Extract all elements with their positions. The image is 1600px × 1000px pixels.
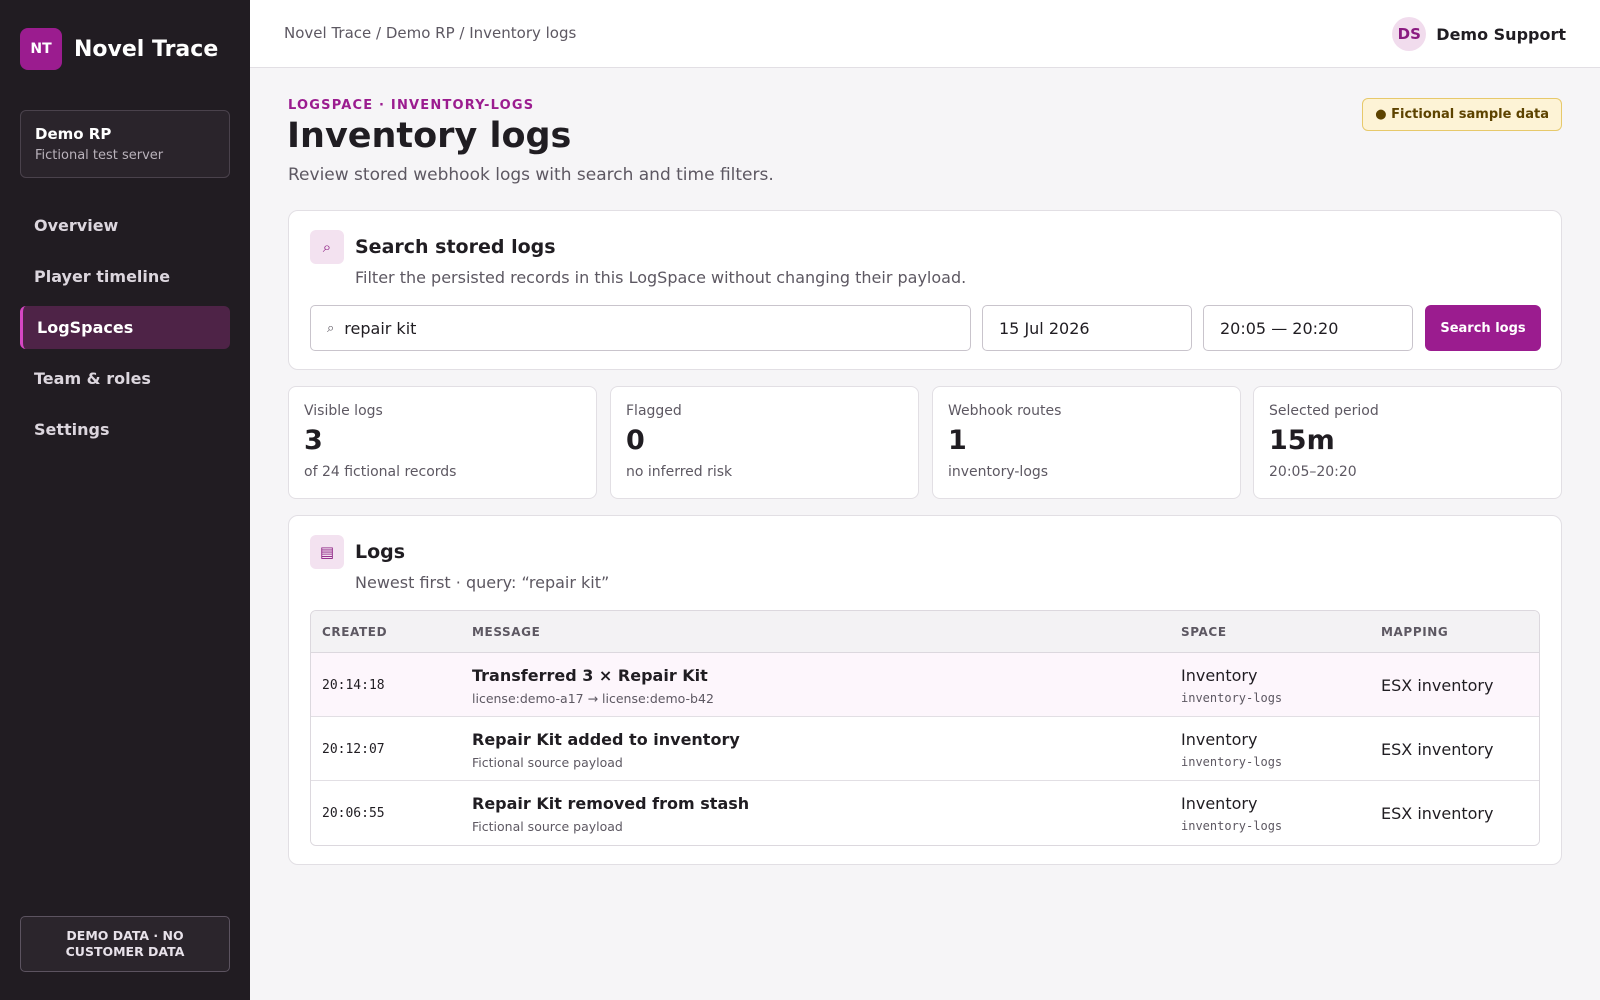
- sidebar-item-logspaces[interactable]: LogSpaces: [20, 306, 230, 349]
- avatar: DS: [1392, 17, 1427, 51]
- cell-space: Inventory inventory-logs: [1181, 794, 1282, 833]
- page-eyebrow: LOGSPACE · INVENTORY-LOGS: [288, 98, 535, 113]
- stat-selected-period: Selected period 15m 20:05–20:20: [1253, 386, 1562, 499]
- table-row[interactable]: 20:06:55 Repair Kit removed from stash F…: [311, 781, 1539, 845]
- search-input[interactable]: ⌕: [310, 305, 971, 351]
- topbar: Novel Trace / Demo RP / Inventory logs D…: [250, 0, 1600, 68]
- logs-panel: ▤ Logs Newest first · query: “repair kit…: [288, 515, 1562, 865]
- space-route: inventory-logs: [1181, 691, 1283, 705]
- search-query-field[interactable]: [344, 318, 954, 338]
- stat-webhook-routes: Webhook routes 1 inventory-logs: [932, 386, 1241, 499]
- sidebar-item-settings[interactable]: Settings: [34, 420, 110, 439]
- cell-created: 20:06:55: [322, 806, 385, 821]
- stat-label: Selected period: [1269, 403, 1379, 419]
- stat-value: 15m: [1269, 425, 1335, 456]
- user-menu[interactable]: DS Demo Support: [1392, 17, 1566, 51]
- stat-value: 1: [948, 425, 967, 456]
- demo-data-badge: DEMO DATA · NO CUSTOMER DATA: [20, 916, 230, 972]
- message-title: Transferred 3 × Repair Kit: [472, 666, 708, 685]
- column-header-message[interactable]: MESSAGE: [472, 625, 541, 639]
- stat-flagged: Flagged 0 no inferred risk: [610, 386, 919, 499]
- cell-space: Inventory inventory-logs: [1181, 730, 1282, 769]
- server-switcher[interactable]: Demo RP Fictional test server: [20, 110, 230, 178]
- brand-logo: NT: [20, 28, 62, 70]
- brand-name: Novel Trace: [74, 36, 219, 62]
- search-panel-title: Search stored logs: [355, 236, 556, 258]
- sample-data-badge: ● Fictional sample data: [1362, 98, 1562, 131]
- stat-visible-logs: Visible logs 3 of 24 fictional records: [288, 386, 597, 499]
- cell-created: 20:12:07: [322, 742, 385, 757]
- space-route: inventory-logs: [1181, 755, 1283, 769]
- stat-label: Webhook routes: [948, 403, 1062, 419]
- server-name: Demo RP: [35, 125, 112, 143]
- sidebar-item-overview[interactable]: Overview: [34, 216, 119, 235]
- page-subtitle: Review stored webhook logs with search a…: [288, 165, 774, 185]
- stat-value: 3: [304, 425, 323, 456]
- message-title: Repair Kit added to inventory: [472, 730, 740, 749]
- search-icon: ⌕: [310, 230, 344, 264]
- space-route: inventory-logs: [1181, 819, 1283, 833]
- stat-label: Visible logs: [304, 403, 383, 419]
- stat-value: 0: [626, 425, 645, 456]
- breadcrumb: Novel Trace / Demo RP / Inventory logs: [284, 24, 577, 42]
- brand[interactable]: NT Novel Trace: [20, 28, 218, 70]
- cell-message: Repair Kit added to inventory Fictional …: [472, 730, 740, 770]
- sidebar-item-player-timeline[interactable]: Player timeline: [34, 267, 171, 286]
- page-title: Inventory logs: [287, 116, 572, 156]
- space-name: Inventory: [1181, 666, 1258, 685]
- message-detail: Fictional source payload: [472, 819, 623, 834]
- cell-mapping: ESX inventory: [1381, 804, 1494, 823]
- table-header: CREATED MESSAGE SPACE MAPPING: [311, 611, 1539, 653]
- column-header-created[interactable]: CREATED: [322, 625, 388, 639]
- logs-panel-subtitle: Newest first · query: “repair kit”: [355, 573, 610, 592]
- search-panel: ⌕ Search stored logs Filter the persiste…: [288, 210, 1562, 370]
- column-header-space[interactable]: SPACE: [1181, 625, 1227, 639]
- space-name: Inventory: [1181, 730, 1258, 749]
- time-range-field[interactable]: 20:05 — 20:20: [1203, 305, 1413, 351]
- stat-note: of 24 fictional records: [304, 464, 457, 480]
- cell-mapping: ESX inventory: [1381, 740, 1494, 759]
- column-header-mapping[interactable]: MAPPING: [1381, 625, 1449, 639]
- cell-message: Repair Kit removed from stash Fictional …: [472, 794, 749, 834]
- message-detail: Fictional source payload: [472, 755, 623, 770]
- sidebar-nav: Overview Player timeline LogSpaces Team …: [20, 204, 230, 459]
- server-subtitle: Fictional test server: [35, 148, 164, 163]
- table-row[interactable]: 20:12:07 Repair Kit added to inventory F…: [311, 717, 1539, 781]
- cell-space: Inventory inventory-logs: [1181, 666, 1282, 705]
- sidebar: NT Novel Trace Demo RP Fictional test se…: [0, 0, 250, 1000]
- stat-note: no inferred risk: [626, 464, 733, 480]
- sidebar-item-team-roles[interactable]: Team & roles: [34, 369, 151, 388]
- cell-mapping: ESX inventory: [1381, 676, 1494, 695]
- user-name: Demo Support: [1436, 24, 1566, 44]
- logs-table: CREATED MESSAGE SPACE MAPPING 20:14:18 T…: [310, 610, 1540, 846]
- stat-note: inventory-logs: [948, 464, 1049, 480]
- space-name: Inventory: [1181, 794, 1258, 813]
- search-icon: ⌕: [327, 320, 335, 336]
- stat-note: 20:05–20:20: [1269, 464, 1357, 480]
- list-icon: ▤: [310, 535, 344, 569]
- table-row[interactable]: 20:14:18 Transferred 3 × Repair Kit lice…: [311, 653, 1539, 717]
- date-field[interactable]: 15 Jul 2026: [982, 305, 1192, 351]
- cell-created: 20:14:18: [322, 678, 385, 693]
- search-logs-button[interactable]: Search logs: [1425, 305, 1541, 351]
- message-title: Repair Kit removed from stash: [472, 794, 750, 813]
- stat-label: Flagged: [626, 403, 682, 419]
- message-detail: license:demo-a17 → license:demo-b42: [472, 691, 714, 706]
- cell-message: Transferred 3 × Repair Kit license:demo-…: [472, 666, 714, 706]
- logs-panel-title: Logs: [355, 541, 406, 563]
- search-panel-subtitle: Filter the persisted records in this Log…: [355, 268, 967, 287]
